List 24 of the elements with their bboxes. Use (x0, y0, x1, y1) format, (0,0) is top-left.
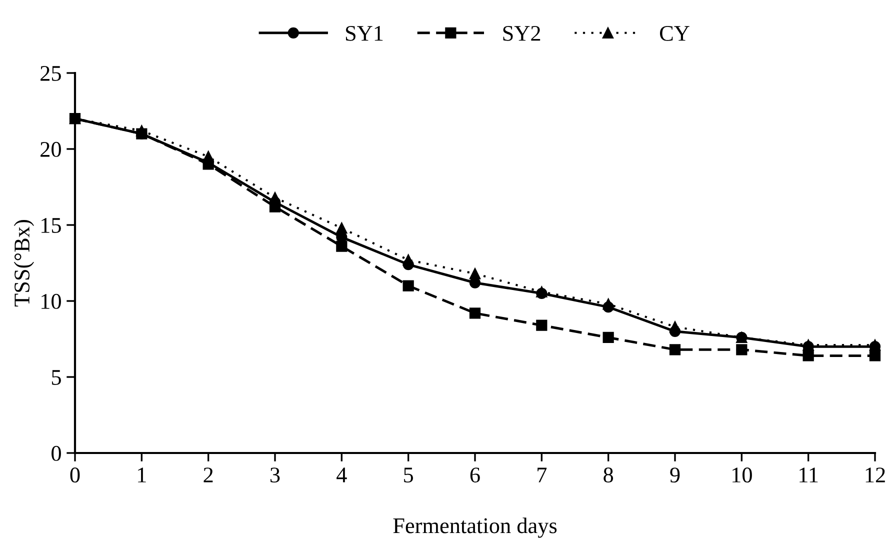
y-axis-title: TSS(°Bx) (14, 220, 34, 307)
x-tick-label: 0 (70, 468, 80, 483)
x-tick-label: 10 (732, 468, 752, 483)
x-tick-label: 8 (604, 468, 614, 483)
y-tick-label: 20 (40, 142, 61, 157)
x-tick-label: 2 (204, 468, 213, 482)
legend-label: SY1 (346, 26, 383, 41)
x-tick-label: 12 (866, 468, 885, 482)
y-tick-label: 10 (42, 294, 61, 309)
legend-label: CY (660, 26, 690, 41)
x-tick-label: 6 (470, 468, 480, 483)
y-tick-label: 5 (52, 370, 61, 385)
x-tick-label: 9 (670, 468, 680, 483)
x-tick-label: 1 (138, 468, 146, 482)
x-tick-label: 3 (270, 468, 280, 483)
y-tick-label: 15 (42, 218, 61, 233)
x-axis-title: Fermentation days (393, 518, 557, 538)
x-tick-label: 4 (336, 468, 347, 482)
x-tick-label: 7 (538, 468, 547, 482)
y-tick-label: 0 (52, 446, 61, 461)
x-tick-label: 5 (404, 468, 414, 483)
x-tick-label: 11 (800, 468, 818, 482)
y-tick-label: 25 (40, 66, 61, 81)
legend-label: SY2 (503, 26, 540, 41)
